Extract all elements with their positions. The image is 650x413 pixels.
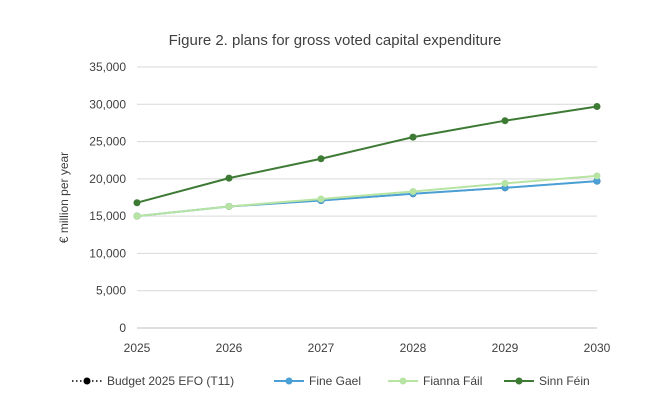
data-point: [593, 177, 601, 185]
legend-item: Budget 2025 EFO (T11): [72, 374, 234, 388]
data-point: [593, 172, 601, 180]
y-tick-label: 10,000: [89, 246, 126, 260]
y-axis-label: € million per year: [57, 152, 71, 243]
chart-title: Figure 2. plans for gross voted capital …: [169, 32, 502, 49]
series-lines: [133, 103, 601, 220]
x-tick-label: 2026: [216, 341, 243, 355]
y-tick-label: 35,000: [89, 60, 126, 74]
legend-item: Sinn Féin: [504, 374, 590, 388]
series-sinn-f-in: [133, 103, 601, 207]
x-tick-label: 2025: [124, 341, 151, 355]
y-tick-label: 20,000: [89, 172, 126, 186]
legend-swatch-marker: [83, 377, 91, 385]
y-tick-label: 5,000: [96, 284, 126, 298]
y-tick-label: 0: [119, 321, 126, 335]
x-tick-label: 2028: [400, 341, 427, 355]
legend-item: Fine Gael: [274, 374, 361, 388]
data-point: [133, 199, 141, 207]
x-tick-label: 2029: [492, 341, 519, 355]
data-point: [317, 155, 325, 163]
legend-label: Sinn Féin: [539, 374, 590, 388]
legend-label: Fine Gael: [309, 374, 361, 388]
data-point: [225, 202, 233, 210]
data-point: [501, 179, 509, 187]
y-tick-label: 30,000: [89, 97, 126, 111]
legend: Budget 2025 EFO (T11) Fine Gael Fianna Fái…: [72, 374, 590, 388]
legend-label: Budget 2025 EFO (T11): [107, 374, 234, 388]
legend-label: Fianna Fáil: [423, 374, 482, 388]
gridlines: [137, 66, 597, 329]
data-point: [225, 174, 233, 182]
data-point: [133, 212, 141, 220]
y-tick-label: 15,000: [89, 209, 126, 223]
x-tick-label: 2030: [584, 341, 611, 355]
x-tick-label: 2027: [308, 341, 335, 355]
data-point: [317, 195, 325, 203]
series-line: [136, 105, 598, 204]
legend-swatch-marker: [515, 377, 523, 385]
data-point: [501, 117, 509, 125]
x-axis-ticks: 2025 2026 2027 2028 2029 2030: [124, 341, 611, 355]
series-line: [136, 174, 598, 218]
legend-swatch-marker: [285, 377, 293, 385]
data-point: [593, 103, 601, 111]
series-fianna-f-il: [133, 172, 601, 220]
data-point: [409, 188, 417, 196]
series-line: [136, 180, 598, 218]
y-tick-label: 25,000: [89, 135, 126, 149]
legend-item: Fianna Fáil: [388, 374, 482, 388]
y-axis-ticks: 0 5,000 10,000 15,000 20,000 25,000 30,000 35,0…: [89, 60, 126, 335]
data-point: [409, 133, 417, 141]
legend-swatch-marker: [399, 377, 407, 385]
